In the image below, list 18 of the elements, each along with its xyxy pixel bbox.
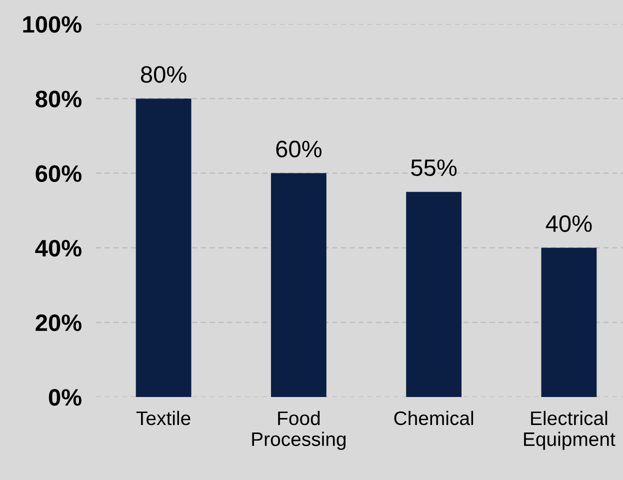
bar [541,248,597,397]
bar [406,192,462,397]
y-tick-label: 40% [35,240,82,257]
bar [136,98,192,397]
y-tick-label: 100% [23,16,82,33]
data-label: 40% [546,215,592,232]
x-tick-label: Textile [136,410,190,426]
x-tick-label: Electrical Equipment [524,410,616,450]
data-label: 55% [411,159,457,176]
data-label: 80% [140,66,186,83]
x-tick-label: Food Processing [252,410,346,450]
bar [270,173,326,397]
y-tick-label: 20% [36,314,82,332]
y-tick-label: 0% [48,389,82,406]
x-tick-label: Chemical [394,410,474,426]
y-tick-label: 60% [36,165,82,182]
y-tick-label: 80% [36,90,82,108]
data-label: 60% [276,140,322,158]
